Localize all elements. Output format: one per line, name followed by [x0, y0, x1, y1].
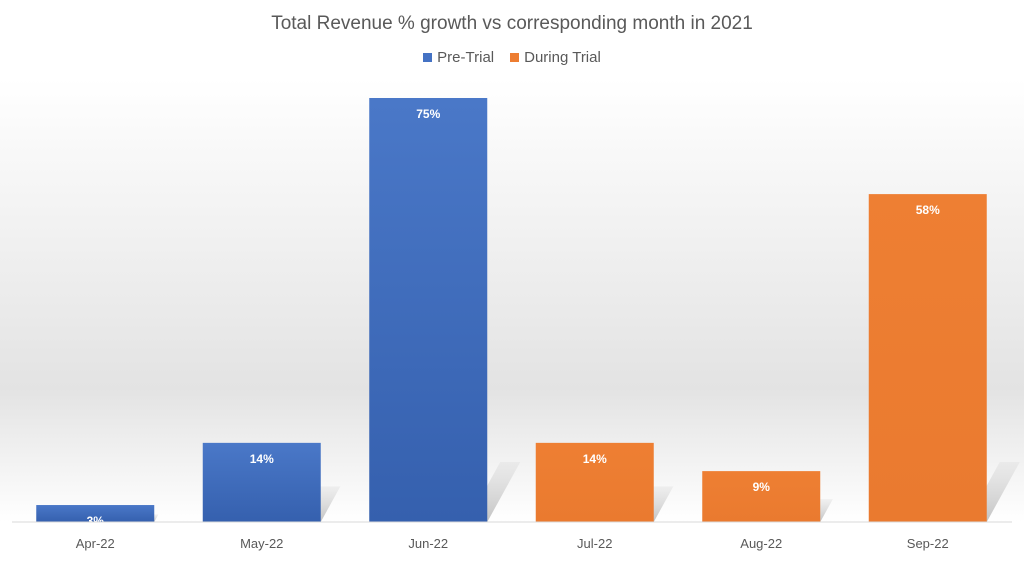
data-label-sep-22: 58%	[916, 203, 940, 217]
legend-item-pre-trial: Pre-Trial	[423, 49, 494, 66]
legend-swatch-pre-trial	[423, 53, 433, 62]
bar-jul-22	[535, 442, 654, 522]
bar-sep-22	[868, 194, 987, 522]
x-tick-jun-22: Jun-22	[408, 536, 448, 551]
x-tick-jul-22: Jul-22	[577, 536, 612, 551]
legend-label-during-trial: During Trial	[524, 49, 601, 66]
legend: Pre-Trial During Trial	[0, 49, 1024, 66]
bar-aug-22	[702, 471, 821, 522]
x-tick-aug-22: Aug-22	[740, 536, 782, 551]
data-label-aug-22: 9%	[753, 480, 771, 494]
legend-label-pre-trial: Pre-Trial	[437, 49, 495, 66]
data-label-may-22: 14%	[250, 452, 274, 466]
x-tick-apr-22: Apr-22	[76, 536, 115, 551]
legend-item-during-trial: During Trial	[510, 49, 601, 66]
plot-background	[0, 78, 1024, 522]
legend-swatch-during-trial	[510, 53, 520, 62]
bar-jun-22	[369, 98, 488, 522]
bars: 3% 14% 75% 14% 9% 58%	[36, 98, 987, 528]
x-axis-ticks: Apr-22 May-22 Jun-22 Jul-22 Aug-22 Sep-22	[76, 536, 949, 551]
x-tick-may-22: May-22	[240, 536, 283, 551]
data-label-apr-22: 3%	[87, 514, 105, 528]
data-label-jun-22: 75%	[416, 107, 440, 121]
bar-may-22	[202, 442, 321, 522]
bar-apr-22	[36, 505, 155, 522]
data-label-jul-22: 14%	[583, 452, 607, 466]
x-tick-sep-22: Sep-22	[907, 536, 949, 551]
chart-title: Total Revenue % growth vs corresponding …	[271, 13, 753, 34]
